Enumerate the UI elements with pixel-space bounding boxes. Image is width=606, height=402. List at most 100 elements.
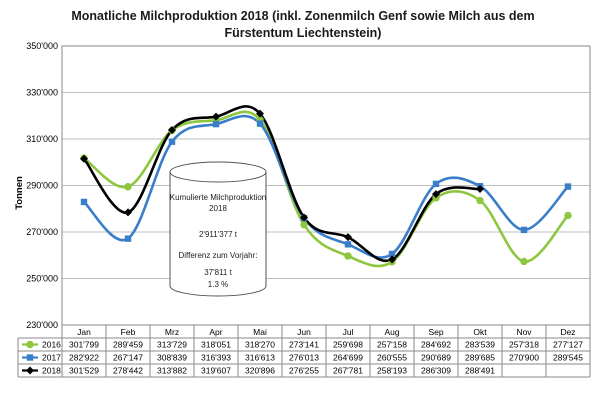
data-label-2017-okt: 289'685 [465, 353, 495, 363]
annotation-title-1: Kumulierte Milchproduktion [170, 193, 267, 202]
chart-title-line-1: Monatliche Milchproduktion 2018 (inkl. Z… [71, 9, 535, 23]
point-2017-sep [432, 180, 440, 188]
y-tick-label: 270'000 [26, 227, 58, 237]
point-2016-feb [124, 183, 132, 191]
point-2018-jun [300, 213, 308, 222]
point-2018-mai [256, 109, 264, 118]
point-2016-dez [564, 211, 572, 220]
annotation-diff-label: Differenz zum Vorjahr: [179, 251, 258, 260]
data-label-2017-mrz: 308'839 [157, 353, 187, 363]
annotation-diff-value: 37'811 t [204, 268, 232, 277]
data-label-2017-dez: 289'545 [553, 353, 583, 363]
data-table: Jan Feb Mrz Apr Mai Jun Jul Aug Sep Okt Nov Dez 2016… [17, 324, 591, 378]
point-2016-okt [476, 196, 484, 205]
data-label-2016-aug: 257'158 [377, 340, 407, 350]
data-label-2016-sep: 284'692 [421, 340, 451, 350]
cumulative-annotation-cylinder: Kumulierte Milchproduktion 2018 2'911'37… [169, 161, 267, 297]
cylinder-body [169, 172, 267, 297]
y-tick-label: 250'000 [26, 274, 58, 284]
data-label-2016-jan: 301'799 [69, 340, 99, 350]
legend-label-2016: 2016 [42, 340, 61, 350]
data-label-2017-feb: 267'147 [113, 353, 143, 363]
legend-label-2018: 2018 [42, 366, 61, 376]
data-label-2017-mai: 316'613 [245, 353, 275, 363]
data-label-2018-okt: 288'491 [465, 366, 495, 376]
point-2017-apr [212, 120, 220, 128]
annotation-diff-pct: 1.3 % [208, 280, 228, 289]
data-label-2016-mrz: 313'729 [157, 340, 187, 350]
x-tick-label: Jan [77, 327, 91, 337]
data-label-2018-aug: 258'193 [377, 366, 407, 376]
data-label-2016-jun: 273'141 [289, 340, 319, 350]
legend-marker-2016 [26, 340, 34, 349]
point-2017-nov [520, 226, 528, 234]
point-2018-jul [344, 233, 352, 242]
x-tick-label: Dez [560, 327, 575, 337]
x-tick-label: Jul [343, 327, 354, 337]
y-axis-ticks: 230'000 250'000 270'000 290'000 310'000 330'0… [26, 41, 58, 330]
x-tick-label: Sep [428, 327, 443, 337]
y-tick-label: 330'000 [26, 88, 58, 98]
data-label-2016-nov: 257'318 [509, 340, 539, 350]
point-2016-jul [344, 252, 352, 260]
x-tick-label: Feb [121, 327, 136, 337]
point-2017-mai [256, 120, 264, 127]
data-label-2018-jun: 276'255 [289, 366, 319, 376]
data-label-2016-okt: 283'539 [465, 340, 495, 350]
grid-lines [61, 45, 591, 326]
data-label-2017-apr: 316'393 [201, 353, 231, 363]
data-label-2018-sep: 286'309 [421, 366, 451, 376]
point-2018-feb [124, 208, 132, 217]
chart-title-line-2: Fürstentum Liechtenstein) [224, 26, 382, 40]
data-label-2018-feb: 278'442 [113, 366, 143, 376]
y-axis-label: Tonnen [14, 176, 25, 210]
point-2017-mrz [168, 138, 176, 145]
data-label-2017-jan: 282'922 [69, 353, 99, 363]
x-tick-label: Mai [253, 327, 267, 337]
series-markers [80, 109, 572, 266]
series-line-2018 [82, 105, 481, 263]
data-label-2018-mrz: 313'882 [157, 366, 187, 376]
point-2017-jul [344, 241, 352, 248]
x-tick-label: Aug [384, 327, 399, 337]
annotation-title-2: 2018 [209, 204, 227, 213]
point-2017-dez [564, 183, 572, 190]
series-lines [82, 105, 569, 268]
data-label-2018-apr: 319'607 [201, 366, 231, 376]
x-tick-label: Nov [516, 327, 532, 337]
point-2017-feb [124, 235, 132, 242]
point-2017-aug [388, 250, 396, 258]
x-tick-label: Okt [473, 327, 487, 337]
data-label-2017-nov: 270'900 [509, 353, 539, 363]
y-tick-label: 290'000 [26, 181, 58, 191]
data-label-2018-jan: 301'529 [69, 366, 99, 376]
legend-label-2017: 2017 [42, 353, 61, 363]
y-tick-label: 350'000 [26, 41, 58, 51]
point-2016-nov [520, 257, 528, 266]
data-label-2018-jul: 267'781 [333, 366, 363, 376]
point-2018-apr [212, 112, 220, 121]
data-label-2017-jun: 276'013 [289, 353, 319, 363]
point-2018-aug [388, 255, 396, 264]
data-label-2016-jul: 259'698 [333, 340, 363, 350]
series-line-2017 [83, 114, 569, 259]
data-label-2017-sep: 290'689 [421, 353, 451, 363]
series-line-2016 [83, 110, 569, 268]
y-tick-label: 230'000 [26, 320, 58, 330]
y-tick-label: 310'000 [26, 134, 58, 144]
point-2017-jan [80, 198, 88, 206]
point-2018-sep [432, 190, 440, 199]
data-label-2017-aug: 260'555 [377, 353, 407, 363]
point-2018-okt [476, 185, 484, 194]
x-tick-label: Jun [297, 327, 311, 337]
x-tick-label: Apr [209, 327, 222, 337]
data-label-2016-mai: 318'270 [245, 340, 275, 350]
data-label-2016-feb: 289'459 [113, 340, 143, 350]
data-label-2016-dez: 277'127 [553, 340, 583, 350]
chart-title: Monatliche Milchproduktion 2018 (inkl. Z… [0, 8, 606, 42]
cylinder-top [169, 161, 267, 183]
point-2018-jan [80, 154, 88, 163]
data-label-2018-mai: 320'896 [245, 366, 275, 376]
x-tick-label: Mrz [165, 327, 179, 337]
